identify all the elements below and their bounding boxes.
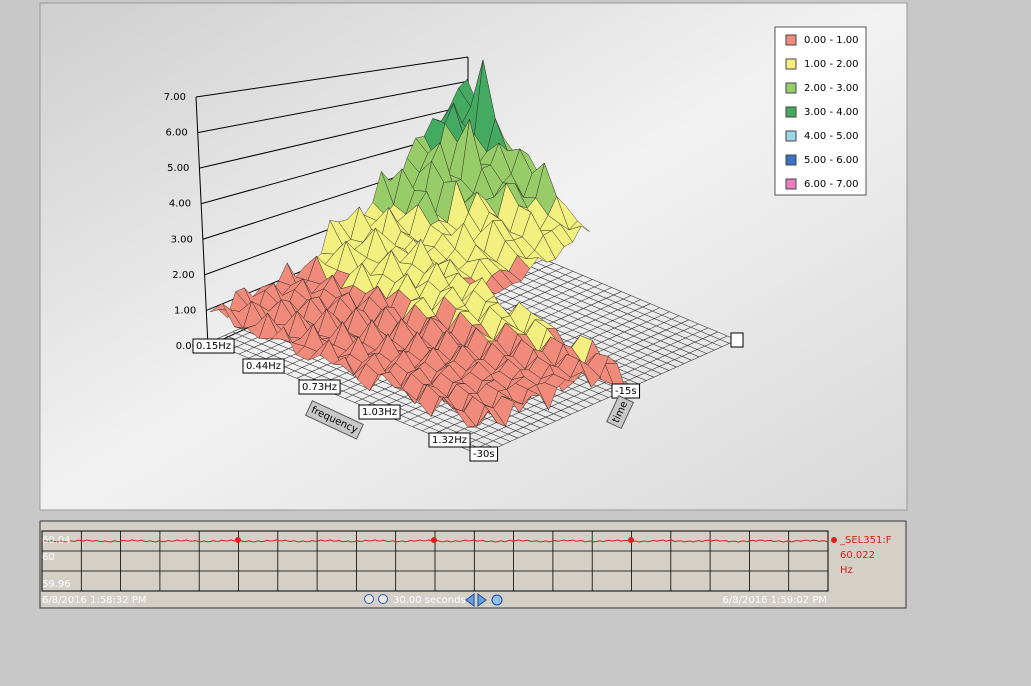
wall-line [197, 80, 469, 134]
trend-marker [235, 537, 241, 543]
trend-marker [431, 537, 437, 543]
current-value: 60.022 [840, 550, 875, 561]
legend-swatch [785, 106, 797, 118]
time-tick: -30s [473, 449, 495, 460]
floor-line [225, 334, 496, 449]
z-tick-label: 6.00 [165, 128, 187, 139]
zoom-out[interactable] [378, 594, 388, 604]
z-tick-label: 2.00 [172, 270, 194, 281]
y-label: 60 [42, 552, 55, 563]
corner-box [730, 332, 744, 348]
legend-swatch [785, 34, 797, 46]
surface [209, 59, 635, 428]
refresh[interactable] [491, 594, 503, 606]
unit: Hz [840, 565, 853, 576]
time-axis-title: time [606, 395, 634, 430]
y-label: 59.96 [42, 579, 71, 590]
frequency-tick: 1.03Hz [362, 407, 397, 418]
time-span: 30.00 seconds [393, 595, 466, 606]
trend-markers [235, 537, 837, 543]
legend-swatch [785, 154, 797, 166]
trend-marker [628, 537, 634, 543]
frequency-tick-box [358, 404, 401, 420]
scroll-left[interactable] [465, 593, 475, 607]
time-axis-title-box [606, 395, 634, 430]
wall-edge [195, 96, 209, 347]
legend-label: 6.00 - 7.00 [804, 179, 859, 190]
frequency-tick-box [192, 338, 235, 354]
z-tick-label: 1.00 [174, 305, 196, 316]
z-tick-label: 7.00 [164, 92, 186, 103]
zoom-controls[interactable] [364, 594, 388, 604]
legend-swatch [785, 130, 797, 142]
start-time: 6/8/2016 1:58:32 PM [42, 595, 146, 606]
legend-label: 0.00 - 1.00 [804, 35, 859, 46]
legend-swatch [785, 82, 797, 94]
legend-label: 5.00 - 6.00 [804, 155, 859, 166]
scroll-right[interactable] [477, 593, 487, 607]
z-tick-label: 3.00 [171, 234, 193, 245]
frequency-tick: 1.32Hz [432, 435, 467, 446]
frequency-tick: 0.73Hz [302, 382, 337, 393]
legend-label: 1.00 - 2.00 [804, 59, 859, 70]
end-time: 6/8/2016 1:59:02 PM [723, 595, 827, 606]
legend-label: 3.00 - 4.00 [804, 107, 859, 118]
wall-line [195, 56, 469, 98]
time-tick-box [611, 383, 641, 399]
z-tick-label: 5.00 [167, 163, 189, 174]
frequency-tick: 0.15Hz [196, 341, 231, 352]
z-tick-label: 0.00 [176, 341, 198, 352]
tag: _SEL351:F [839, 535, 892, 546]
frequency-axis-title-box [304, 400, 364, 440]
trend-marker [831, 537, 837, 543]
z-tick-label: 4.00 [169, 199, 191, 210]
frequency-tick-box [242, 358, 285, 374]
zoom-in[interactable] [364, 594, 374, 604]
legend-items: 0.00 - 1.00 1.00 - 2.00 2.00 - 3.00 3.00 - … [785, 34, 859, 190]
legend-swatch [785, 58, 797, 70]
frequency-tick: 0.44Hz [246, 361, 281, 372]
legend-label: 2.00 - 3.00 [804, 83, 859, 94]
wall-line [199, 105, 469, 169]
y-label: 60.04 [42, 535, 71, 546]
legend-swatch [785, 178, 797, 190]
legend-label: 4.00 - 5.00 [804, 131, 859, 142]
time-tick-box [469, 446, 499, 462]
time-tick: -15s [615, 386, 637, 397]
surface-facet [467, 410, 489, 428]
frequency-tick-box [298, 379, 341, 395]
frequency-tick-box [428, 432, 471, 448]
